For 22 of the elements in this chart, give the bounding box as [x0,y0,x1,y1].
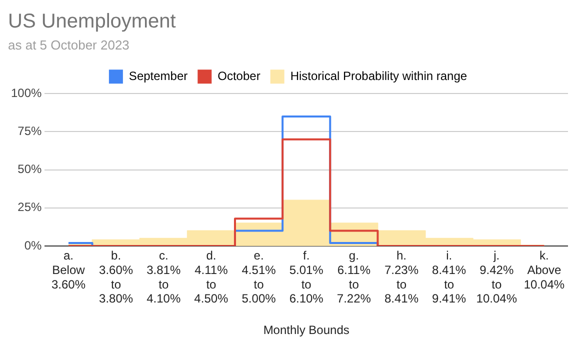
x-tick-label: i. 8.41% to 9.41% [432,248,466,306]
chart-title: US Unemployment [8,10,176,33]
legend-label: Historical Probability within range [290,68,468,83]
y-tick-label: 0% [24,238,42,252]
x-tick-label: d. 4.11% to 4.50% [194,248,229,306]
y-tick-label: 75% [18,124,42,138]
x-tick-label: k. Above 10.04% [524,248,565,292]
legend-label: October [218,68,260,83]
x-tick-label: c. 3.81% to 4.10% [146,248,181,306]
x-tick-label: h. 7.23% to 8.41% [384,248,419,306]
x-tick-label: e. 4.51% to 5.00% [242,248,276,306]
y-tick-label: 100% [10,86,42,100]
x-axis-title: Monthly Bounds [263,323,350,338]
x-tick-label: a. Below 3.60% [51,248,86,292]
chart-subtitle: as at 5 October 2023 [8,37,130,52]
x-tick-label: g. 6.11% to 7.22% [336,248,372,306]
x-tick-label: f. 5.01% to 6.10% [289,248,324,306]
y-tick-label: 50% [18,162,42,176]
legend-label: September [128,68,188,83]
y-tick-label: 25% [18,200,42,214]
x-tick-label: b. 3.60% to 3.80% [99,248,134,306]
x-tick-label: j. 9.42% to 10.04% [476,248,518,306]
